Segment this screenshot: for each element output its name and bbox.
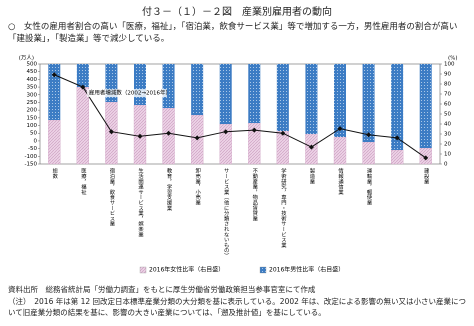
male-bar <box>419 64 432 148</box>
y2-tick-label: 90 <box>444 72 451 78</box>
y-tick-label: 250 <box>27 100 38 106</box>
y2-tick-label: 30 <box>444 132 451 138</box>
female-bar <box>276 130 290 165</box>
source-note: 資料出所 総務省統計局「労働力調査」をもとに厚生労働省労働政策担当参事官室にて作… <box>8 285 316 294</box>
x-tick-label: 情報通信業 <box>337 167 344 196</box>
y-tick-label: 300 <box>27 92 38 98</box>
y-tick-label: 200 <box>27 108 38 114</box>
x-tick-label: 学術研究，専門・技術サービス業 <box>280 167 287 249</box>
y2-tick-label: 70 <box>444 92 451 98</box>
y2-tick-label: 40 <box>444 122 451 128</box>
male-bar <box>219 64 232 124</box>
line-marker <box>280 130 286 136</box>
female-bar <box>390 149 404 165</box>
legend-swatch <box>139 266 147 274</box>
line-marker <box>394 135 400 141</box>
y-unit: (万人) <box>19 55 34 62</box>
male-bar <box>391 64 404 150</box>
line-legend: 雇用者増減数（2002→2016年） <box>89 89 171 97</box>
x-tick-label: 総数 <box>51 167 58 180</box>
y2-tick-label: 60 <box>444 102 451 108</box>
line-marker <box>223 129 229 135</box>
y-tick-label: 500 <box>27 62 38 68</box>
line-marker <box>166 130 172 136</box>
female-bar <box>76 86 90 165</box>
line <box>54 74 427 159</box>
line-marker <box>137 133 143 139</box>
line-marker <box>308 144 314 150</box>
line-marker <box>366 132 372 138</box>
female-bar <box>362 141 375 165</box>
y-tick-label: -150 <box>25 162 38 168</box>
female-bar <box>48 119 61 165</box>
y-tick-label: 0 <box>34 138 38 144</box>
annotation-box <box>86 89 167 98</box>
y2-tick-label: 80 <box>444 82 451 88</box>
y-tick-label: -50 <box>28 146 37 152</box>
x-tick-label: 宿泊業，飲食サービス業 <box>108 167 115 228</box>
x-tick-label: 教育，学習支援業 <box>166 167 173 212</box>
male-bar <box>305 64 318 134</box>
line-marker <box>251 127 257 133</box>
x-tick-label: サービス業（他に分類されないもの） <box>223 168 230 258</box>
male-bar <box>48 64 61 120</box>
male-bar <box>134 64 146 105</box>
line-marker <box>337 126 343 132</box>
male-bar <box>362 64 375 142</box>
footnote: （注） 2016 年は第 12 回改定日本標準産業分類の大分類を基に表示している… <box>8 297 467 317</box>
legend-label: 2016年女性比率（右目盛） <box>149 266 224 274</box>
male-bar <box>276 64 289 131</box>
line-marker <box>108 129 114 135</box>
y-tick-label: 100 <box>27 123 38 129</box>
male-bar <box>76 64 89 87</box>
line-marker <box>194 135 200 141</box>
x-tick-label: 製造業 <box>308 167 315 186</box>
x-tick-label: 生活関連サービス業，娯楽業 <box>137 167 144 239</box>
line-marker <box>423 155 429 161</box>
male-bar <box>248 64 261 123</box>
y2-tick-label: 100 <box>444 62 455 68</box>
line-marker <box>51 72 57 78</box>
y-tick-label: 350 <box>27 85 38 91</box>
y-tick-label: 50 <box>30 131 37 137</box>
y2-tick-label: 20 <box>444 142 451 148</box>
y-tick-label: -100 <box>25 154 38 160</box>
male-bar <box>334 64 346 137</box>
y2-unit: (%) <box>448 56 458 62</box>
male-bar <box>162 64 175 108</box>
lead-text: ○ 女性の雇用者割合の高い「医療，福祉」，「宿泊業，飲食サービス業」等で増加する… <box>8 22 458 44</box>
legend-swatch <box>259 266 267 274</box>
figure-title: 付３－（１）－２図 産業別雇用者の動向 <box>142 7 332 18</box>
y-tick-label: 150 <box>27 115 38 121</box>
x-tick-label: 卸売業，小売業 <box>194 167 201 207</box>
y2-tick-label: 10 <box>444 152 451 158</box>
y2-tick-label: 50 <box>444 112 451 118</box>
female-bar <box>162 107 175 165</box>
female-bar <box>333 136 347 165</box>
legend-label: 2016年男性比率（右目盛） <box>269 266 344 274</box>
x-tick-label: 運輸業，郵便業 <box>366 168 373 207</box>
y-tick-label: 400 <box>27 77 38 83</box>
x-tick-label: 不動産業，物品賃貸業 <box>251 168 258 223</box>
x-tick-label: 医療，福祉 <box>80 168 87 196</box>
y2-tick-label: 0 <box>444 162 448 168</box>
y-tick-label: 450 <box>27 69 38 75</box>
male-bar <box>191 64 204 115</box>
x-tick-label: 建設業 <box>423 167 430 186</box>
